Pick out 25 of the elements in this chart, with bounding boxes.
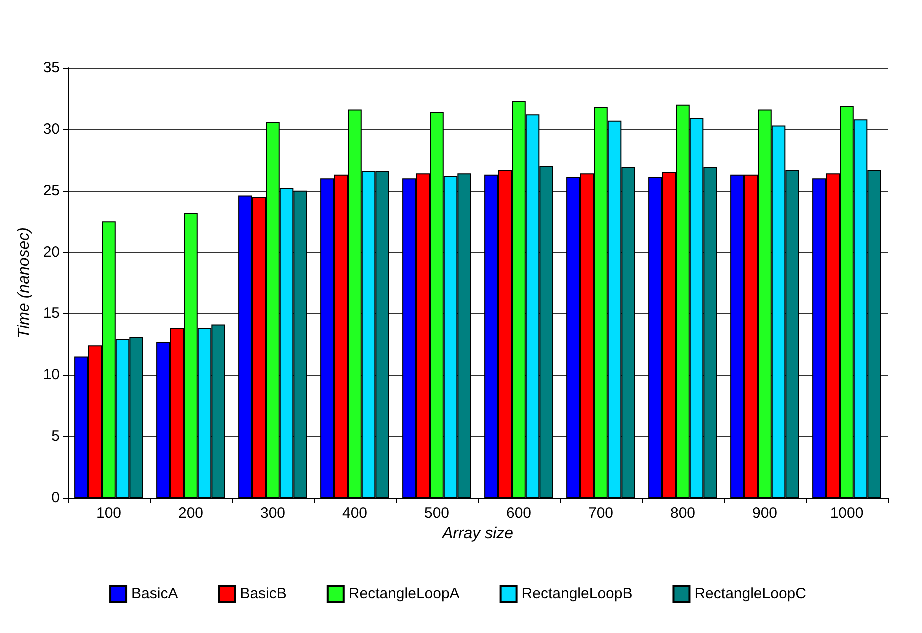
legend-label: RectangleLoopA	[348, 586, 460, 602]
y-tick-label: 25	[43, 182, 60, 200]
x-tick-label: 1000	[830, 505, 864, 522]
y-tick-label: 5	[52, 428, 60, 446]
x-tick-label: 200	[178, 505, 204, 522]
legend-label: BasicB	[240, 586, 287, 602]
y-tick-label: 10	[43, 366, 60, 384]
x-tick-label: 300	[260, 505, 286, 522]
legend-label: RectangleLoopB	[522, 586, 633, 602]
y-tick-label: 35	[43, 60, 60, 76]
legend-label: RectangleLoopC	[694, 586, 807, 602]
x-tick-label: 100	[96, 505, 122, 522]
y-tick-label: 20	[43, 244, 60, 261]
x-tick-label: 600	[506, 505, 532, 522]
x-axis-title: Array size	[441, 525, 514, 542]
y-tick-label: 0	[52, 490, 60, 506]
x-tick-label: 700	[588, 505, 614, 522]
y-axis-title: Time (nanosec)	[16, 227, 33, 339]
x-tick-label: 900	[752, 505, 778, 522]
x-tick-label: 400	[342, 505, 368, 522]
legend-label: BasicA	[132, 586, 178, 602]
y-tick-label: 15	[43, 305, 60, 322]
x-tick-label: 800	[670, 505, 696, 522]
x-tick-label: 500	[424, 505, 450, 522]
y-tick-label: 30	[43, 120, 60, 138]
